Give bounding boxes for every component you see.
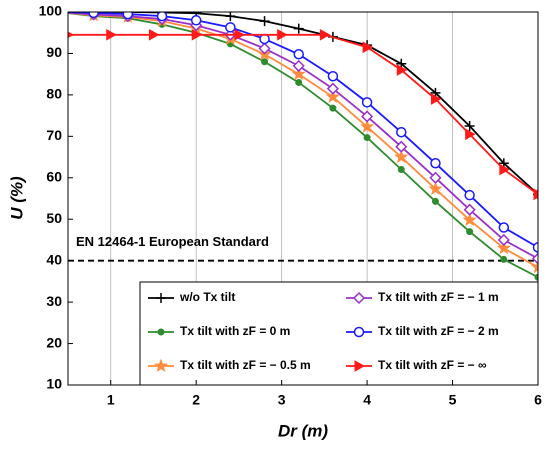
marker xyxy=(234,28,245,41)
marker xyxy=(277,28,288,41)
y-tick-label: 40 xyxy=(46,251,62,267)
marker xyxy=(153,358,169,373)
marker xyxy=(327,70,339,82)
marker xyxy=(319,28,331,41)
marker xyxy=(463,203,476,216)
marker xyxy=(325,89,340,103)
marker xyxy=(532,242,538,253)
x-tick-label: 1 xyxy=(107,392,115,408)
marker xyxy=(498,222,510,233)
marker xyxy=(258,42,271,55)
marker xyxy=(429,171,442,184)
marker xyxy=(293,49,304,60)
marker xyxy=(396,64,408,76)
marker xyxy=(395,140,408,153)
marker xyxy=(361,110,374,123)
legend-label: Tx tilt with zF = − ∞ xyxy=(378,358,487,372)
marker xyxy=(329,104,337,112)
x-tick-label: 3 xyxy=(278,392,286,408)
legend-label: Tx tilt with zF = 0 m xyxy=(180,324,290,338)
y-tick-label: 10 xyxy=(46,376,62,392)
marker xyxy=(156,12,168,22)
marker xyxy=(430,158,441,169)
marker xyxy=(157,328,165,336)
marker xyxy=(353,326,365,338)
marker xyxy=(360,119,375,133)
marker xyxy=(88,12,99,19)
marker xyxy=(326,82,339,95)
marker xyxy=(533,188,538,201)
marker xyxy=(397,165,405,173)
marker xyxy=(352,291,366,305)
y-tick-label: 80 xyxy=(46,86,62,102)
marker xyxy=(291,66,306,81)
marker xyxy=(531,252,538,265)
y-axis-label: U (%) xyxy=(7,176,26,220)
marker xyxy=(106,28,117,41)
y-tick-label: 30 xyxy=(46,293,62,309)
marker xyxy=(394,149,409,164)
marker xyxy=(500,255,508,263)
marker xyxy=(363,134,371,142)
marker xyxy=(225,12,236,22)
marker xyxy=(354,360,366,372)
x-tick-label: 2 xyxy=(192,392,200,408)
marker xyxy=(466,228,474,236)
marker xyxy=(122,12,134,20)
marker xyxy=(148,28,160,41)
x-tick-label: 6 xyxy=(534,392,542,408)
marker xyxy=(361,97,373,108)
marker xyxy=(462,212,477,227)
legend-label: w/o Tx tilt xyxy=(179,290,235,304)
marker xyxy=(496,240,511,255)
marker xyxy=(191,28,203,41)
marker xyxy=(293,23,304,34)
marker xyxy=(499,163,510,176)
marker xyxy=(261,58,269,66)
marker xyxy=(534,273,538,281)
marker xyxy=(431,197,439,205)
marker xyxy=(428,181,443,195)
plot-frame xyxy=(67,11,539,386)
y-tick-label: 20 xyxy=(46,334,62,350)
marker xyxy=(225,22,236,33)
marker xyxy=(530,259,538,274)
x-axis-label: Dr (m) xyxy=(278,421,328,440)
marker xyxy=(464,189,475,201)
x-tick-label: 4 xyxy=(363,392,371,408)
marker xyxy=(396,126,407,138)
marker xyxy=(295,78,303,86)
y-tick-label: 90 xyxy=(46,44,62,60)
marker xyxy=(430,93,442,105)
marker xyxy=(190,15,202,26)
legend-label: Tx tilt with zF = − 1 m xyxy=(378,290,499,304)
marker xyxy=(465,128,476,141)
y-tick-label: 50 xyxy=(46,210,62,226)
y-tick-label: 60 xyxy=(46,168,62,184)
legend-label: Tx tilt with zF = − 0.5 m xyxy=(180,358,311,372)
x-tick-label: 5 xyxy=(449,392,457,408)
marker xyxy=(259,16,270,27)
legend-box xyxy=(139,281,539,386)
marker xyxy=(292,59,305,72)
y-tick-label: 70 xyxy=(46,127,62,143)
annotation: EN 12464-1 European Standard xyxy=(76,234,269,249)
marker xyxy=(497,233,510,247)
marker xyxy=(156,293,166,303)
y-tick-label: 100 xyxy=(39,3,63,19)
marker xyxy=(362,41,374,54)
marker xyxy=(464,120,475,131)
marker xyxy=(259,33,270,45)
legend-label: Tx tilt with zF = − 2 m xyxy=(378,324,499,338)
